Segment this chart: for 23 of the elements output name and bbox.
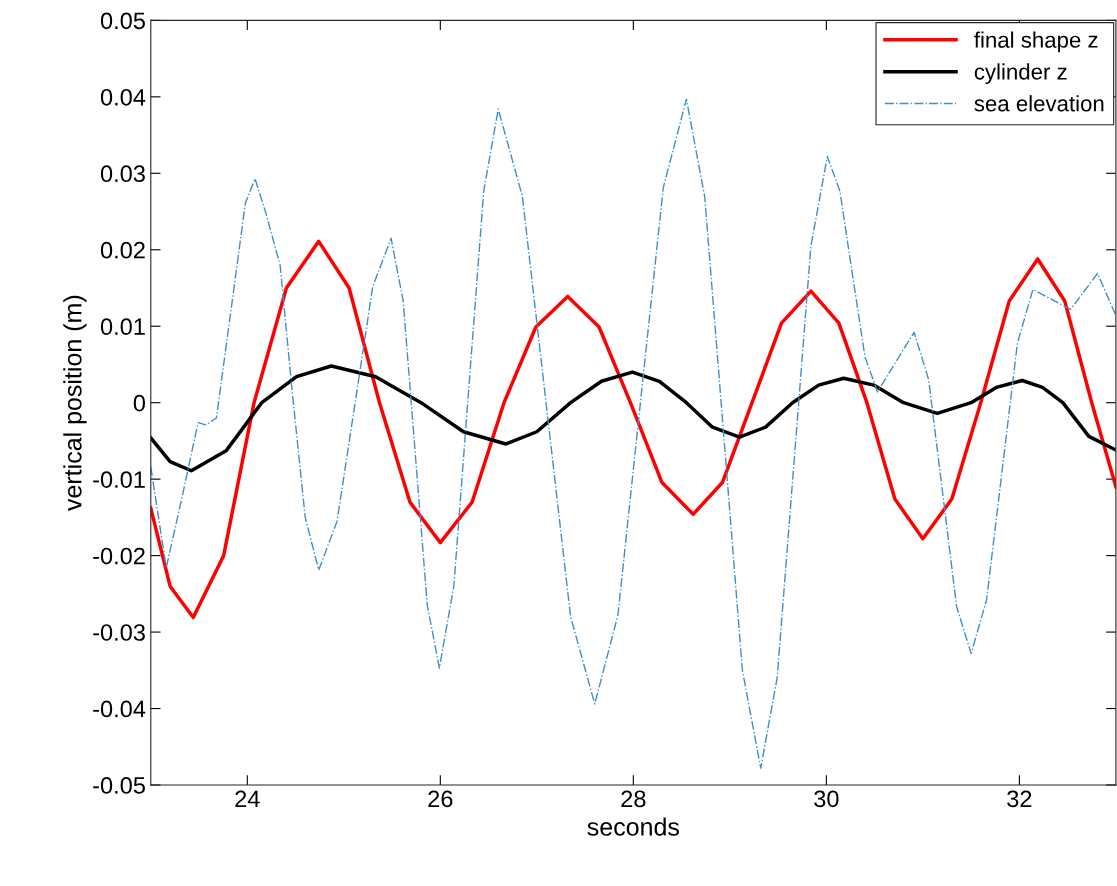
y-tick-label: 0	[133, 394, 146, 412]
y-tick-label: -0.02	[93, 547, 145, 565]
x-tick-label: 26	[428, 790, 453, 808]
y-tick-label: 0.03	[100, 165, 145, 183]
y-tick-label: 0.02	[100, 241, 145, 259]
y-tick-label: -0.05	[93, 777, 145, 794]
x-axis-title: seconds	[587, 817, 679, 836]
y-tick-label: 0.04	[100, 88, 146, 106]
y-tick-label: -0.01	[93, 471, 145, 488]
y-tick-label: 0.05	[100, 12, 145, 30]
x-tick-label: 24	[235, 790, 260, 807]
y-axis-title: vertical position (m)	[63, 295, 87, 511]
y-tick-label: -0.03	[93, 624, 145, 641]
line-series	[150, 239, 1116, 620]
y-tick-label: -0.04	[93, 700, 146, 718]
legend-label: final shape z	[974, 31, 1098, 53]
x-tick-label: 28	[621, 790, 646, 808]
legend-label: cylinder z	[974, 63, 1067, 85]
y-tick-label: 0.01	[100, 318, 145, 336]
x-tick-label: 30	[814, 790, 839, 808]
x-tick-label: 32	[1007, 790, 1032, 808]
line-series	[150, 364, 1116, 473]
legend-label: sea elevation	[974, 95, 1104, 112]
